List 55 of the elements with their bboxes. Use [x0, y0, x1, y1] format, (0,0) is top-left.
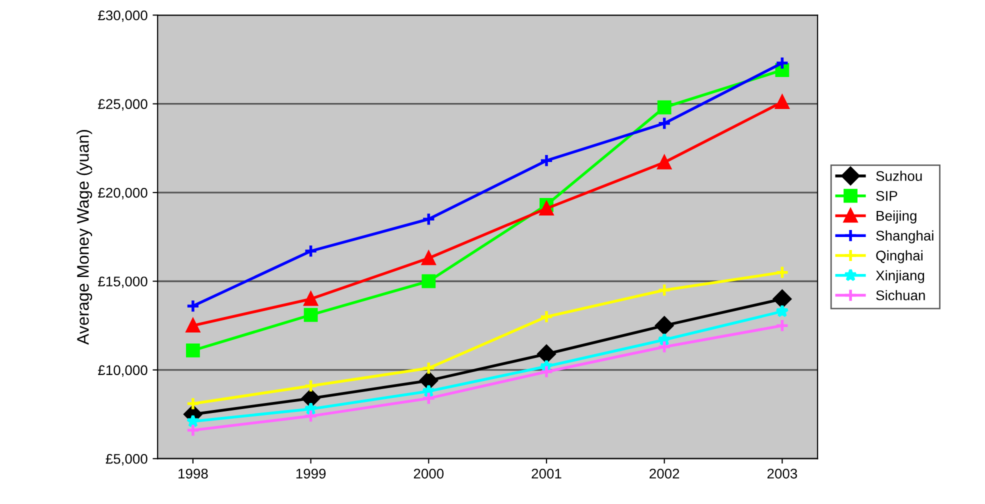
- legend-label: Qinghai: [876, 250, 922, 264]
- point: [537, 344, 556, 364]
- point: [657, 340, 672, 354]
- point: [419, 371, 438, 390]
- point: [186, 343, 200, 358]
- point: [775, 95, 790, 109]
- y-tick-label: £5,000: [106, 454, 148, 466]
- y-tick-label: £30,000: [98, 10, 148, 22]
- point: [422, 251, 436, 266]
- y-tick-label: £10,000: [98, 365, 148, 377]
- point: [540, 202, 554, 216]
- y-axis-title: Average Money Wage (yuan): [76, 130, 92, 345]
- legend-label: Xinjiang: [876, 270, 924, 284]
- legend-label: Shanghai: [876, 230, 934, 244]
- point: [657, 116, 672, 130]
- point: [186, 318, 200, 333]
- legend-label: Beijing: [876, 210, 916, 224]
- point: [302, 389, 320, 408]
- point: [776, 304, 789, 318]
- legend-label: Sichuan: [876, 290, 925, 300]
- point: [772, 290, 792, 308]
- x-tick-label: 2001: [532, 468, 562, 479]
- point: [304, 409, 318, 424]
- point: [304, 378, 318, 393]
- legend-label: SIP: [876, 190, 898, 201]
- x-tick-label: 1999: [296, 468, 326, 479]
- y-tick-label: £25,000: [98, 99, 148, 111]
- y-tick-label: £15,000: [98, 276, 148, 288]
- point: [304, 244, 318, 258]
- point: [422, 391, 436, 406]
- point: [775, 318, 790, 333]
- point: [304, 292, 318, 306]
- x-tick-label: 2002: [650, 468, 680, 479]
- x-tick-label: 2003: [767, 468, 798, 479]
- point: [540, 154, 554, 168]
- point: [186, 423, 200, 438]
- legend-label: Suzhou: [876, 170, 922, 181]
- point: [422, 212, 436, 226]
- x-tick-label: 2000: [414, 468, 444, 479]
- point: [540, 364, 554, 379]
- point: [657, 283, 672, 298]
- point: [422, 384, 436, 398]
- point: [655, 316, 674, 335]
- x-tick-label: 1998: [178, 468, 208, 479]
- point: [657, 155, 672, 170]
- point: [540, 310, 554, 324]
- point: [657, 100, 672, 114]
- y-tick-label: £20,000: [98, 188, 148, 200]
- point: [422, 361, 436, 376]
- point: [186, 396, 200, 411]
- point: [304, 308, 318, 322]
- point: [186, 299, 200, 314]
- point: [775, 265, 790, 280]
- point: [422, 274, 436, 288]
- point: [775, 56, 790, 70]
